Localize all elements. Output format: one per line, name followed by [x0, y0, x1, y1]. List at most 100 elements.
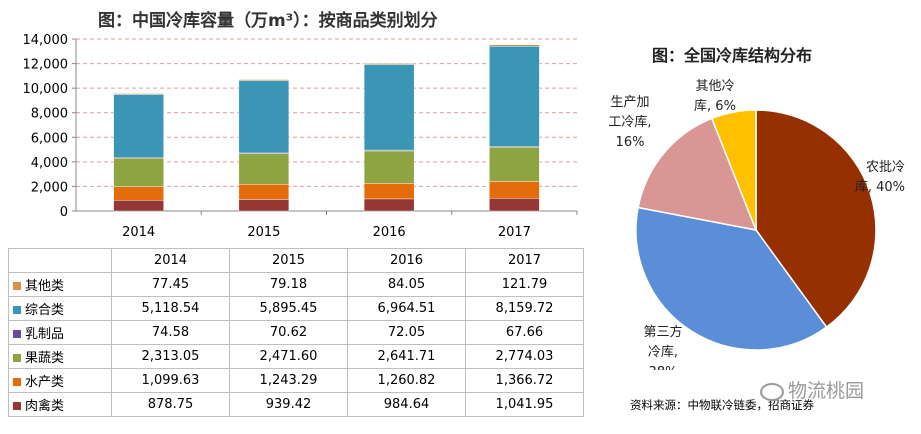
- table-value-cell: 1,243.29: [229, 368, 348, 393]
- legend-label: 乳制品: [25, 327, 65, 342]
- pie-label: 38%: [649, 365, 678, 370]
- table-row: 水产类 1,099.63 1,243.29 1,260.82 1,366.72: [8, 368, 584, 393]
- y-tick-label: 14,000: [23, 33, 69, 48]
- legend-label: 水产类: [25, 375, 65, 390]
- table-value-cell: 72.05: [347, 320, 466, 345]
- bar-segment: [113, 158, 164, 187]
- x-tick-label: 2017: [498, 225, 531, 238]
- table-value-cell: 74.58: [111, 320, 230, 345]
- legend-cell: 水产类: [8, 368, 112, 393]
- wechat-icon: [760, 382, 784, 401]
- bar-segment: [238, 79, 290, 81]
- y-tick-label: 8,000: [31, 107, 68, 122]
- bar-segment: [363, 63, 415, 65]
- chart-title: 图：中国冷库容量（万m³）：按商品类别划分: [98, 11, 438, 31]
- table-value-cell: 79.18: [229, 272, 348, 297]
- bar-segment: [489, 181, 540, 199]
- table-value-cell: 2,313.05: [111, 344, 230, 369]
- legend-swatch: [13, 282, 21, 290]
- bar-segment: [489, 46, 540, 147]
- table-value-cell: 2,471.60: [229, 344, 348, 369]
- bar-segment: [113, 186, 164, 201]
- legend-cell: 果蔬类: [8, 344, 112, 369]
- table-corner-cell: [8, 248, 112, 273]
- bar-marks: [113, 44, 540, 212]
- pie-label: 冷库,: [648, 344, 678, 360]
- bar-segment: [238, 80, 290, 154]
- table-header-cell: 2014: [111, 248, 230, 273]
- table-value-cell: 6,964.51: [347, 296, 466, 321]
- table-header-cell: 2017: [465, 248, 584, 273]
- table-value-cell: 70.62: [229, 320, 348, 345]
- table-value-cell: 1,099.63: [111, 368, 230, 393]
- table-header-cell: 2015: [229, 248, 348, 273]
- table-row: 果蔬类 2,313.05 2,471.60 2,641.71 2,774.03: [8, 344, 584, 369]
- bar-segment: [363, 183, 415, 200]
- table-header-row: 2014 2015 2016 2017: [8, 248, 584, 273]
- pie-slice: [755, 109, 877, 329]
- y-tick-label: 0: [60, 205, 68, 220]
- pie-label: 16%: [616, 135, 645, 150]
- bar-segment: [489, 197, 540, 212]
- bar-segment: [113, 94, 164, 158]
- table-value-cell: 67.66: [465, 320, 584, 345]
- legend-cell: 乳制品: [8, 320, 112, 345]
- legend-swatch: [13, 378, 21, 386]
- bar-segment: [363, 64, 415, 151]
- table-value-cell: 1,041.95: [465, 392, 584, 417]
- bar-segment: [489, 44, 540, 47]
- legend-cell: 肉禽类: [8, 392, 112, 417]
- legend-cell: 综合类: [8, 296, 112, 321]
- x-tick-label: 2015: [247, 225, 280, 238]
- legend-swatch: [13, 306, 21, 314]
- pie-slice: [635, 206, 828, 351]
- pie-slice: [637, 117, 758, 231]
- table-value-cell: 8,159.72: [465, 296, 584, 321]
- pie-label: 工冷库,: [608, 114, 651, 130]
- pie-label: 库, 40%: [855, 179, 905, 195]
- table-value-cell: 2,774.03: [465, 344, 584, 369]
- table-value-cell: 984.64: [347, 392, 466, 417]
- table-row: 肉禽类 878.75 939.42 984.64 1,041.95: [8, 392, 584, 417]
- table-value-cell: 77.45: [111, 272, 230, 297]
- table-value-cell: 121.79: [465, 272, 584, 297]
- bar-segment: [238, 153, 290, 185]
- watermark: 物流桃园: [760, 376, 864, 403]
- legend-label: 综合类: [25, 303, 65, 318]
- watermark-text: 物流桃园: [788, 380, 865, 402]
- legend-swatch: [13, 354, 21, 362]
- table-value-cell: 1,260.82: [347, 368, 466, 393]
- bar-segment: [113, 93, 164, 95]
- table-value-cell: 5,118.54: [111, 296, 230, 321]
- bar-segment: [489, 147, 540, 182]
- table-value-cell: 939.42: [229, 392, 348, 417]
- bar-segment: [363, 150, 415, 184]
- legend-label: 果蔬类: [25, 351, 65, 366]
- table-value-cell: 2,641.71: [347, 344, 466, 369]
- y-tick-label: 2,000: [31, 180, 68, 195]
- pie-slices: [635, 109, 877, 351]
- pie-label: 生产加: [610, 95, 649, 110]
- bar-segment: [363, 198, 415, 212]
- pie-label: 库, 6%: [694, 98, 736, 114]
- y-tick-label: 4,000: [31, 156, 68, 171]
- bar-segment: [238, 199, 290, 212]
- stacked-bar-chart: 0 2,000 4,000 6,000 8,000 10,000 12,000 14,000 2…: [23, 33, 578, 238]
- y-tick-label: 6,000: [31, 131, 68, 146]
- pie-label: 其他冷: [695, 79, 734, 94]
- pie-chart-title: 图：全国冷库结构分布: [652, 46, 813, 65]
- table-header-cell: 2016: [347, 248, 466, 273]
- source-note: 资料来源：中物联冷链委，招商证券: [630, 398, 814, 412]
- table-row: 综合类 5,118.54 5,895.45 6,964.51 8,159.72: [8, 296, 584, 321]
- table-row: 乳制品 74.58 70.62 72.05 67.66: [8, 320, 584, 345]
- legend-cell: 其他类: [8, 272, 112, 297]
- table-value-cell: 84.05: [347, 272, 466, 297]
- data-table: 2014 2015 2016 2017 其他类 77.45 79.18 84.05 121.79…: [8, 248, 584, 417]
- legend-swatch: [13, 402, 21, 410]
- bar-segment: [238, 183, 290, 200]
- x-tick-label: 2014: [122, 225, 155, 238]
- table-row: 其他类 77.45 79.18 84.05 121.79: [8, 272, 584, 297]
- y-tick-label: 12,000: [23, 58, 69, 73]
